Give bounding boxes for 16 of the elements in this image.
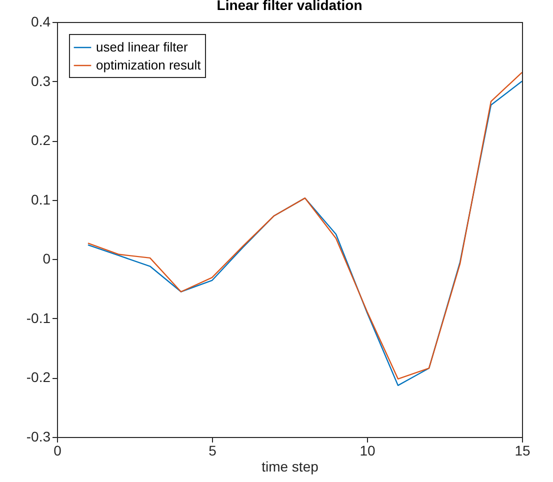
legend-label: used linear filter xyxy=(96,40,188,54)
y-tick-label: 0.3 xyxy=(31,72,51,89)
y-tick-label: -0.2 xyxy=(26,369,51,386)
y-tick-label: 0.4 xyxy=(31,14,51,30)
y-tick-label: -0.1 xyxy=(26,310,51,326)
x-tick-label: 15 xyxy=(514,442,530,458)
legend-label: optimization result xyxy=(96,58,202,72)
y-tick-label: 0 xyxy=(42,250,51,267)
x-tick-label: 5 xyxy=(208,442,217,458)
y-tick-label: 0.1 xyxy=(31,191,51,208)
x-tick-label: 10 xyxy=(360,442,376,458)
x-axis-title: time step xyxy=(262,458,319,474)
y-tick-label: 0.2 xyxy=(31,132,51,148)
chart-title: Linear filter validation xyxy=(216,0,362,13)
x-tick-label: 0 xyxy=(54,442,62,458)
y-tick-label: -0.3 xyxy=(26,428,51,444)
